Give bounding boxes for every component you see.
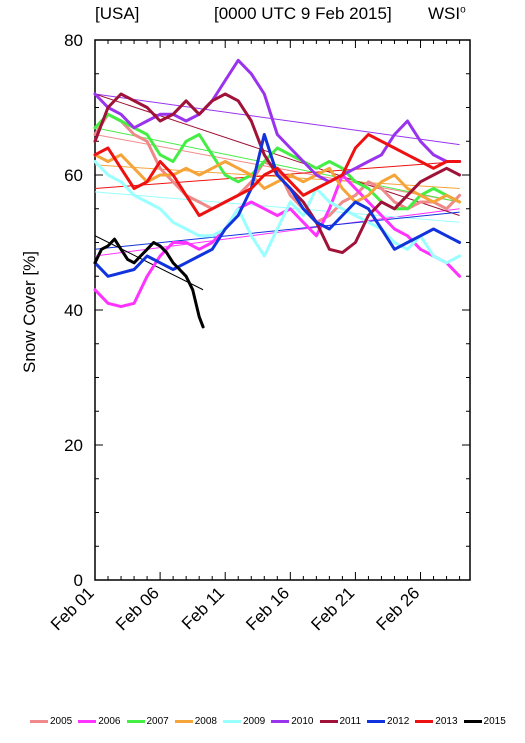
trend-line-2011 (94, 93, 460, 216)
legend-item-2005: 2005 (30, 716, 72, 727)
trend-line-2009 (94, 191, 460, 223)
legend-label: 2007 (146, 716, 169, 727)
trend-line-2007 (94, 127, 460, 203)
legend-item-2007: 2007 (126, 716, 169, 727)
plot-border (94, 39, 471, 581)
x-tick-label: Feb 26 (372, 583, 423, 634)
series-line-2008 (93, 153, 462, 204)
legend-swatch (415, 720, 434, 723)
legend-label: 2006 (98, 716, 121, 727)
y-tick-label: 0 (74, 571, 83, 590)
trend-line-2015 (94, 235, 204, 291)
trend-line-2010 (94, 93, 460, 146)
legend-swatch (319, 720, 338, 723)
legend-item-2008: 2008 (174, 716, 217, 727)
legend-item-2011: 2011 (319, 716, 362, 727)
x-tick-label: Feb 16 (242, 583, 293, 634)
x-tick-label: Feb 01 (47, 583, 98, 634)
x-tick-label: Feb 06 (112, 583, 163, 634)
brand-name: WSI (428, 4, 461, 23)
legend-item-2015: 2015 (463, 716, 506, 727)
legend: 2005 2006 2007 2008 2009 2010 2011 2012 2013 2015 (30, 716, 506, 727)
series-line-2010 (93, 58, 462, 184)
y-tick-label: 60 (64, 166, 83, 185)
legend-swatch (30, 720, 48, 723)
legend-label: 2012 (387, 716, 410, 727)
legend-swatch (78, 720, 97, 723)
series-line-2006 (93, 173, 462, 309)
legend-label: 2015 (483, 716, 506, 727)
legend-swatch (174, 720, 193, 723)
y-axis-label: Snow Cover [%] (20, 251, 39, 373)
legend-label: 2009 (243, 716, 266, 727)
legend-label: 2011 (339, 716, 362, 727)
legend-label: 2010 (291, 716, 314, 727)
series-line-2015 (93, 237, 205, 329)
legend-label: 2013 (435, 716, 458, 727)
y-tick-label: 40 (64, 301, 83, 320)
series-line-2007 (93, 112, 462, 211)
legend-swatch (463, 720, 482, 723)
brand-label: WSIo (428, 4, 466, 24)
x-tick-label: Feb 11 (178, 583, 228, 633)
region-label: [USA] (95, 4, 140, 23)
series-line-2009 (93, 160, 462, 265)
legend-label: 2005 (50, 716, 73, 727)
legend-item-2012: 2012 (367, 716, 409, 727)
legend-item-2010: 2010 (271, 716, 314, 727)
timestamp-label: [0000 UTC 9 Feb 2015] (214, 4, 392, 23)
legend-item-2009: 2009 (223, 716, 265, 727)
series-line-2013 (93, 133, 462, 217)
y-tick-label: 20 (64, 436, 83, 455)
plot-frame (94, 39, 471, 581)
y-tick-label: 80 (64, 31, 83, 50)
legend-swatch (126, 720, 145, 723)
legend-swatch (223, 720, 241, 723)
legend-label: 2008 (194, 716, 217, 727)
brand-mark: o (460, 4, 466, 16)
legend-swatch (367, 720, 386, 723)
series-line-2012 (93, 133, 462, 278)
legend-item-2006: 2006 (78, 716, 121, 727)
x-tick-label: Feb 21 (307, 583, 358, 634)
legend-swatch (271, 720, 290, 723)
legend-item-2013: 2013 (415, 716, 458, 727)
axis-ticks (94, 39, 470, 581)
series-lines (93, 58, 462, 329)
